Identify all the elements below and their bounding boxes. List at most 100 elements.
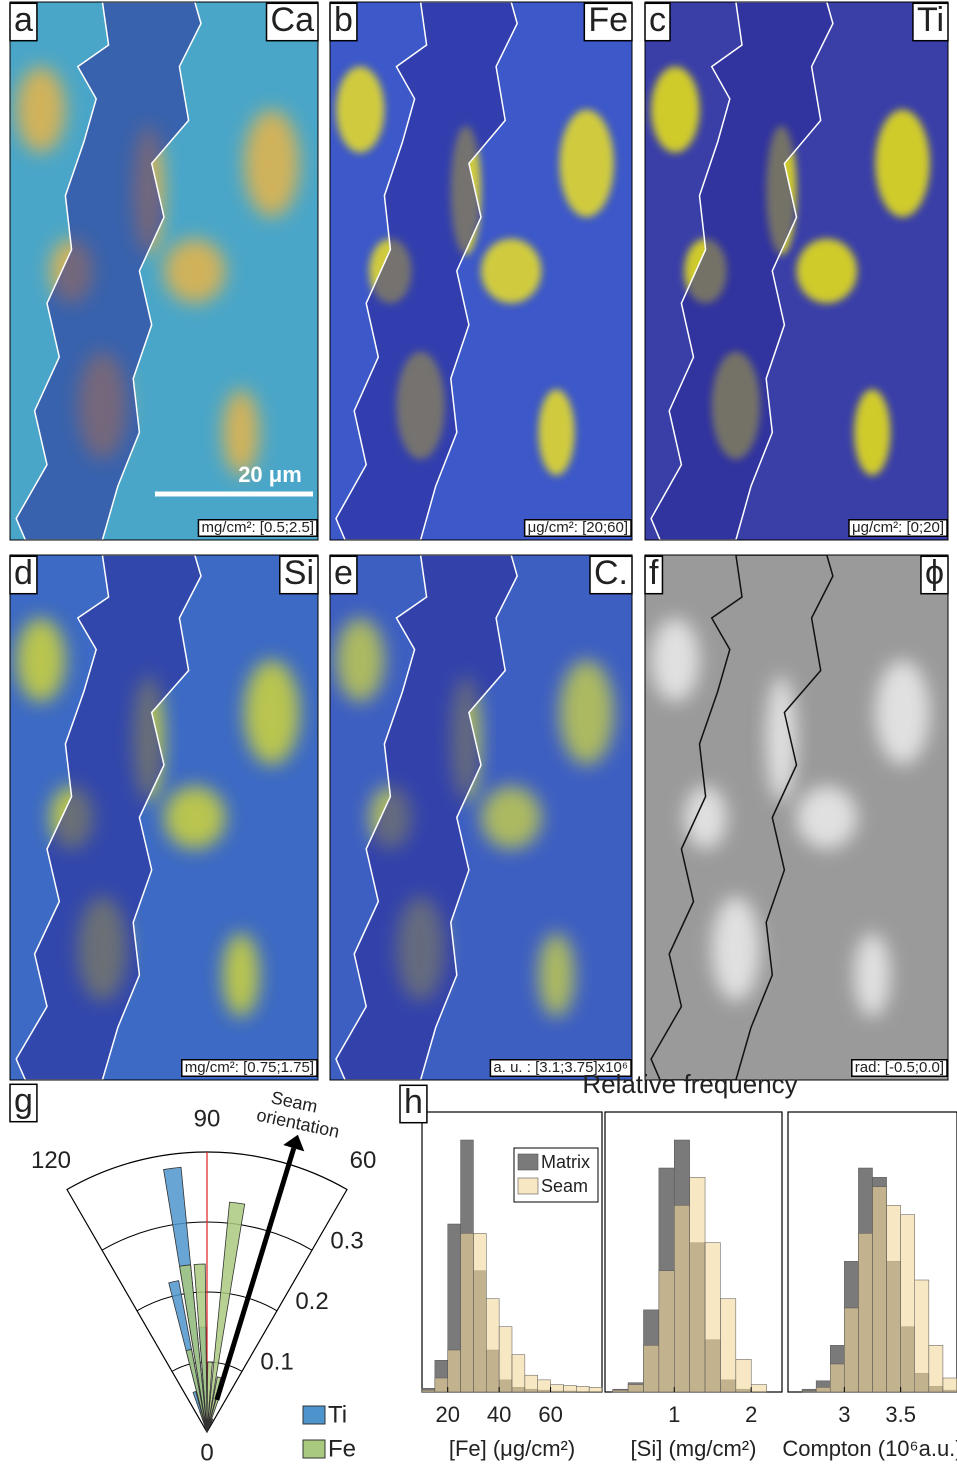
map-blob	[16, 618, 65, 702]
map-blob	[538, 389, 574, 475]
hist-bar	[943, 1378, 957, 1392]
legend-swatch	[303, 1440, 325, 1458]
element-label: Fe	[588, 1, 628, 39]
hist-bar	[858, 1233, 872, 1392]
figure: a Ca mg/cm²: [0.5;2.5] 20 μm b Fe μg/cm²: [20;…	[0, 0, 957, 1464]
map-image	[330, 2, 632, 540]
hist-bar	[551, 1385, 564, 1392]
map-blob	[16, 67, 65, 153]
map-blob	[797, 239, 858, 304]
x-tick-label: 3.5	[885, 1402, 916, 1427]
element-label: Ca	[271, 1, 315, 39]
legend-label: Ti	[328, 1401, 347, 1428]
hist-bar	[589, 1387, 602, 1392]
page: a Ca mg/cm²: [0.5;2.5] 20 μm b Fe μg/cm²: [20;…	[0, 0, 957, 1464]
map-panel: f ϕ rad: [-0.5;0.0]	[645, 554, 948, 1080]
panel-letter: h	[404, 1083, 423, 1121]
scale-range: μg/cm²: [0;20]	[852, 519, 944, 536]
scale-range: μg/cm²: [20;60]	[528, 519, 628, 536]
hist-bar	[473, 1233, 486, 1392]
hist-bar	[448, 1350, 461, 1392]
legend-swatch	[303, 1406, 325, 1424]
hist-bar	[887, 1205, 901, 1392]
map-blob	[651, 67, 699, 153]
map-image	[645, 555, 948, 1080]
hist-bar	[659, 1271, 674, 1392]
hist-bar	[576, 1386, 589, 1392]
scale-bar-label: 20 μm	[238, 462, 302, 487]
legend-label: Seam	[541, 1176, 588, 1196]
x-axis-label: [Si] (mg/cm²)	[631, 1436, 757, 1461]
map-blob	[766, 676, 796, 802]
hist-bar	[499, 1327, 512, 1392]
chart-title: Relative frequency	[582, 1069, 797, 1099]
legend-swatch	[518, 1154, 538, 1170]
panel-letter: c	[649, 1, 666, 39]
map-blob	[797, 786, 858, 849]
hist-bar	[435, 1378, 448, 1392]
x-tick-label: 20	[435, 1402, 459, 1427]
map-blob	[560, 660, 614, 765]
map-blob	[875, 660, 930, 765]
hist-bar	[628, 1385, 643, 1392]
x-tick-label: 2	[745, 1402, 757, 1427]
map-blob	[854, 933, 890, 1017]
map-blob	[244, 110, 299, 218]
map-blob	[164, 786, 226, 849]
theta-tick-label: 120	[31, 1147, 71, 1174]
panel-letter: d	[14, 554, 33, 592]
hist-bar	[538, 1380, 551, 1392]
hist-bar	[422, 1390, 435, 1392]
hist-bar	[643, 1345, 658, 1392]
hist-bar	[844, 1308, 858, 1392]
element-label: Ti	[917, 1, 944, 39]
x-tick-label: 3	[838, 1402, 850, 1427]
map-blob	[560, 110, 614, 218]
theta-tick-label: 90	[194, 1105, 221, 1132]
hist-bar	[486, 1299, 499, 1392]
panel-letter: a	[14, 1, 33, 39]
scale-range: mg/cm²: [0.75;1.75]	[185, 1059, 314, 1076]
hist-bar	[461, 1233, 474, 1392]
hist-bar	[525, 1375, 538, 1392]
map-blob	[164, 239, 226, 304]
panel-letter: e	[334, 554, 353, 592]
x-tick-label: 60	[538, 1402, 562, 1427]
hist-bar	[751, 1385, 766, 1392]
element-label: ϕ	[925, 554, 944, 592]
map-image	[10, 2, 318, 540]
panel-letter: f	[649, 554, 659, 592]
x-axis-label: Compton (10⁶a.u.)	[782, 1436, 957, 1461]
map-panel: a Ca mg/cm²: [0.5;2.5] 20 μm	[10, 1, 318, 540]
scale-range: mg/cm²: [0.5;2.5]	[201, 519, 314, 536]
hist-bar	[736, 1359, 751, 1392]
x-axis-label: [Fe] (μg/cm²)	[449, 1436, 575, 1461]
hist-bar	[705, 1243, 720, 1392]
map-blob	[538, 933, 574, 1017]
panel-letter: b	[334, 1, 353, 39]
map-blob	[336, 67, 384, 153]
hist-bar	[512, 1355, 525, 1392]
r-tick-label: 0	[200, 1439, 213, 1464]
hist-bar	[929, 1345, 943, 1392]
r-tick-label: 0.1	[260, 1349, 293, 1376]
legend-label: Matrix	[541, 1152, 590, 1172]
map-blob	[481, 239, 541, 304]
map-blob	[481, 786, 541, 849]
panel-letter: g	[14, 1082, 33, 1120]
element-label: C.	[594, 554, 628, 592]
map-blob	[336, 618, 384, 702]
r-tick-label: 0.3	[330, 1227, 363, 1254]
hist-bar	[674, 1205, 689, 1392]
theta-tick-label: 60	[350, 1147, 377, 1174]
hist-bar	[802, 1391, 816, 1392]
map-panel: b Fe μg/cm²: [20;60]	[330, 1, 632, 540]
map-blob	[854, 389, 890, 475]
map-panel: c Ti μg/cm²: [0;20]	[645, 1, 948, 540]
map-blob	[651, 618, 699, 702]
hist-bar	[873, 1187, 887, 1392]
element-label: Si	[284, 554, 314, 592]
hist-bar	[816, 1387, 830, 1392]
hist-bar	[915, 1280, 929, 1392]
scale-range: rad: [-0.5;0.0]	[855, 1059, 944, 1076]
